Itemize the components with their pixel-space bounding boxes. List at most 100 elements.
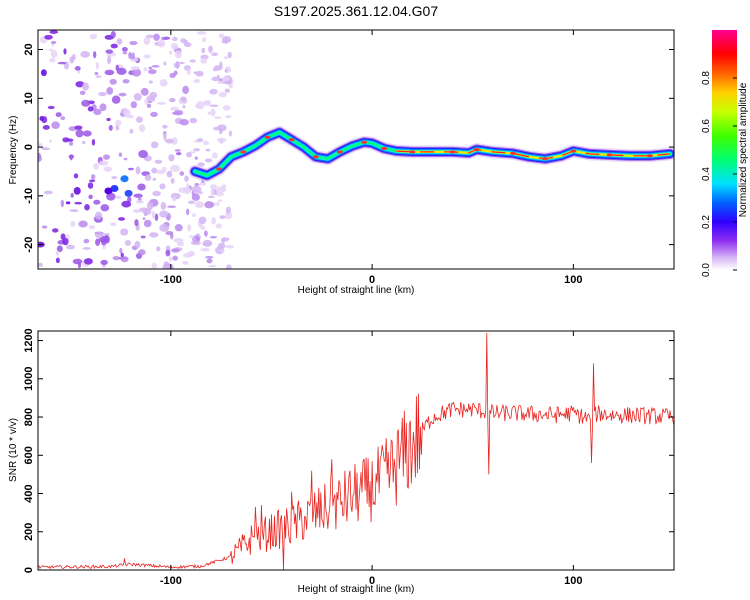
noise-blob — [148, 66, 153, 70]
noise-blob — [130, 101, 138, 109]
noise-blob — [100, 204, 110, 212]
noise-blob — [143, 67, 148, 72]
noise-blob — [191, 193, 200, 202]
snr-background — [38, 331, 674, 570]
x-tick-label: 100 — [564, 274, 582, 286]
snr-frame — [37, 330, 675, 571]
noise-blob — [142, 217, 146, 220]
y-tick-label: 0 — [23, 567, 35, 573]
spectrogram-y-label: Frequency (Hz) — [8, 116, 19, 185]
noise-blob — [74, 125, 83, 130]
noise-blob — [140, 235, 146, 239]
noise-blob — [49, 30, 59, 34]
noise-blob — [167, 205, 177, 209]
ridge-hotspot — [361, 140, 368, 144]
noise-blob — [220, 249, 225, 253]
noise-blob — [120, 228, 129, 236]
noise-blob — [192, 213, 196, 218]
noise-blob — [62, 237, 69, 246]
noise-blob — [152, 190, 161, 197]
ridge-hotspot — [409, 150, 416, 154]
spectrogram-x-ticks: -100 0 100 — [160, 30, 583, 286]
noise-blob — [100, 259, 108, 265]
spectrogram-x-label: Height of straight line (km) — [298, 285, 415, 296]
noise-blob — [80, 51, 90, 58]
noise-blob — [171, 248, 180, 253]
noise-blobs — [38, 30, 235, 269]
noise-blob — [174, 149, 181, 152]
noise-blob — [160, 202, 167, 210]
noise-blob — [225, 206, 231, 214]
noise-blob — [194, 104, 201, 108]
noise-blob — [72, 258, 83, 265]
noise-blob — [51, 121, 60, 129]
noise-blob — [170, 164, 180, 173]
noise-blob — [91, 174, 96, 180]
noise-blob — [162, 124, 168, 129]
noise-blob — [183, 42, 192, 47]
noise-blob — [156, 101, 167, 105]
noise-blob — [139, 124, 146, 133]
noise-blob — [204, 201, 214, 209]
noise-blob — [166, 170, 173, 178]
noise-blob — [202, 239, 213, 247]
noise-blob — [170, 177, 175, 184]
noise-blob — [205, 256, 214, 259]
noise-blob — [151, 167, 158, 174]
noise-blob — [221, 184, 227, 188]
noise-blob — [66, 138, 74, 142]
noise-blob — [225, 66, 232, 73]
ridge-core-peak — [396, 148, 671, 160]
noise-blob — [193, 71, 197, 74]
noise-blob — [75, 81, 85, 88]
noise-blob — [146, 96, 156, 103]
noise-blob — [81, 99, 91, 107]
noise-blob — [115, 64, 120, 71]
noise-blob — [163, 132, 167, 141]
snr-y-label: SNR (10 * v/v) — [8, 418, 19, 482]
noise-blob — [93, 108, 102, 116]
snr-x-ticks: -100 0 100 — [160, 331, 583, 587]
noise-blob — [69, 56, 75, 64]
noise-blob — [159, 224, 170, 232]
noise-blob — [225, 115, 232, 119]
noise-blob — [134, 240, 141, 249]
noise-blob — [69, 154, 73, 161]
noise-blob — [110, 31, 116, 39]
noise-blob — [146, 201, 154, 211]
ridge-hotspot — [336, 150, 343, 154]
noise-blob — [133, 209, 140, 213]
noise-blob — [55, 257, 60, 264]
noise-blob — [63, 48, 67, 55]
noise-cluster-blob — [110, 185, 119, 193]
ridge-hotspot — [509, 151, 516, 156]
noise-blob — [74, 66, 81, 71]
noise-blob — [98, 160, 109, 166]
noise-blob — [209, 88, 218, 95]
noise-blob — [122, 79, 130, 84]
noise-blob — [182, 260, 189, 265]
noise-blob — [157, 39, 166, 48]
noise-blob — [150, 141, 159, 149]
noise-blob — [154, 213, 159, 222]
noise-blob — [118, 92, 127, 97]
noise-blob — [115, 119, 122, 127]
y-tick-label: 20 — [23, 43, 35, 55]
noise-blob — [143, 54, 151, 59]
noise-blob — [133, 93, 142, 101]
noise-blob — [122, 51, 128, 55]
spectrogram-frame — [37, 29, 675, 270]
noise-blob — [50, 40, 57, 44]
y-tick-label: 0 — [23, 144, 35, 150]
noise-blob — [204, 158, 213, 163]
noise-blob — [110, 222, 117, 227]
noise-blob — [170, 43, 179, 50]
y-tick-label: -20 — [23, 237, 35, 253]
colorbar-tick-label: 0.4 — [701, 167, 712, 181]
colorbar-tick-label: 0.8 — [701, 71, 712, 85]
noise-blob — [196, 138, 204, 142]
noise-blob — [169, 264, 174, 269]
noise-blob — [214, 116, 222, 120]
noise-blob — [41, 116, 48, 124]
noise-blob — [65, 201, 71, 205]
